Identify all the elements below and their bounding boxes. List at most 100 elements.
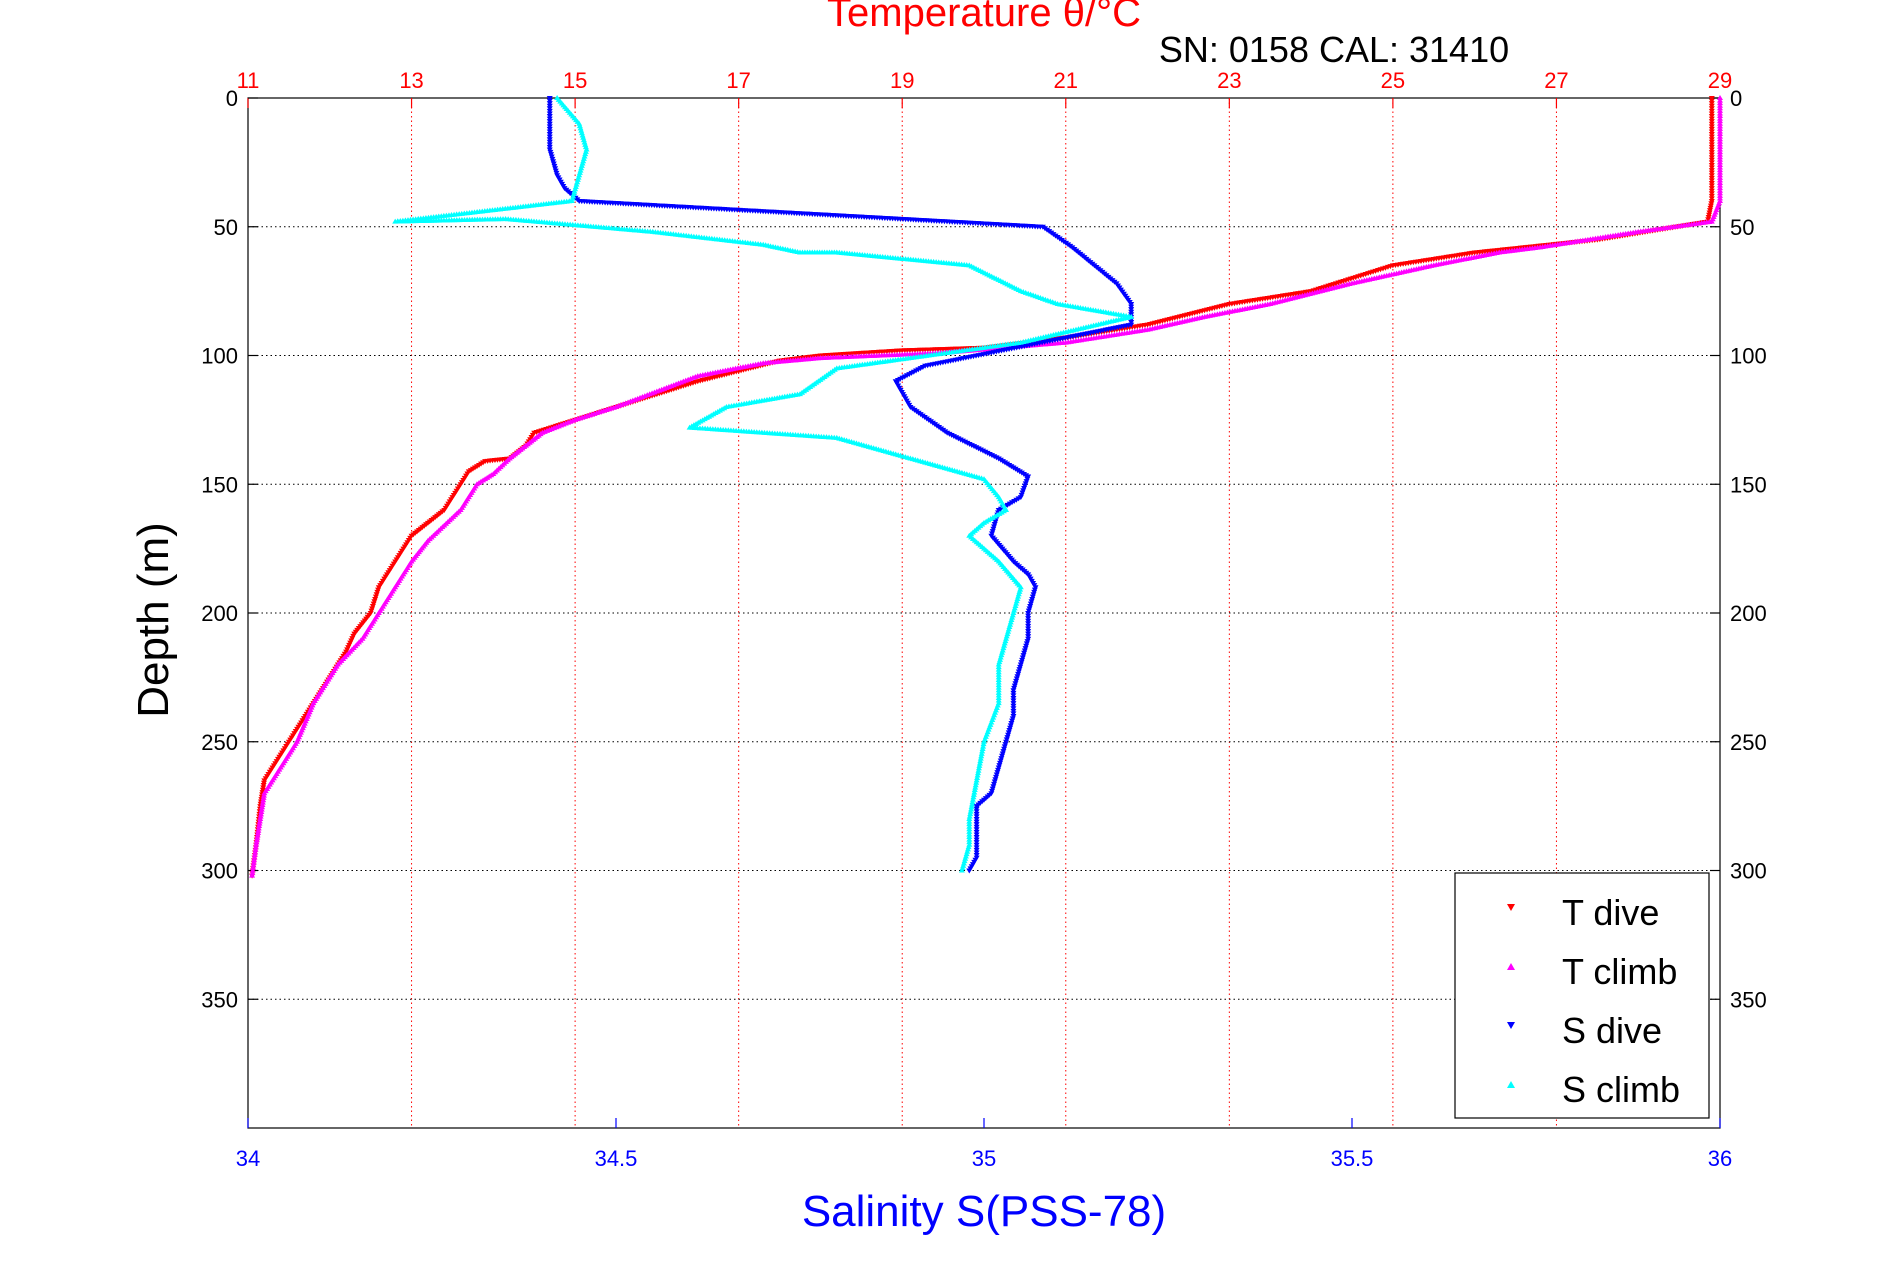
point-t-climb (1717, 164, 1723, 170)
point-t-climb (1717, 95, 1723, 100)
point-t-dive (1708, 152, 1715, 158)
point-t-dive (1708, 162, 1715, 168)
point-s-climb (978, 750, 985, 756)
point-t-dive (1708, 119, 1715, 125)
point-t-climb (251, 857, 258, 863)
point-s-dive (546, 98, 553, 104)
point-s-climb (958, 867, 965, 873)
point-s-climb (995, 664, 1002, 670)
salinity-tick-label-35: 35 (972, 1146, 996, 1171)
point-s-dive (973, 837, 980, 843)
point-s-dive (973, 850, 980, 856)
point-t-climb (1717, 185, 1723, 191)
point-t-climb (252, 844, 259, 850)
depth-tick-label-right-0: 0 (1730, 86, 1742, 111)
point-t-climb (250, 862, 257, 868)
point-t-climb (1717, 133, 1723, 139)
point-t-climb (1717, 118, 1723, 124)
legend-marker-t-dive (1507, 904, 1515, 911)
point-t-dive (1708, 150, 1715, 156)
point-t-climb (257, 813, 264, 819)
point-t-climb (1717, 187, 1723, 193)
point-t-climb (1717, 107, 1723, 113)
point-t-climb (252, 846, 259, 852)
point-s-dive (546, 114, 553, 120)
point-t-climb (1717, 149, 1723, 155)
point-s-dive (973, 811, 980, 817)
point-s-dive (1025, 618, 1032, 624)
point-s-dive (546, 106, 553, 112)
point-s-dive (1025, 613, 1032, 619)
point-t-climb (261, 790, 268, 796)
point-s-dive (546, 119, 553, 125)
point-s-dive (973, 817, 980, 822)
point-t-climb (1717, 128, 1723, 134)
point-s-dive (1025, 616, 1032, 622)
point-t-dive (1708, 103, 1715, 109)
point-s-dive (546, 132, 553, 138)
point-t-dive (1708, 124, 1715, 130)
point-t-climb (256, 820, 263, 826)
point-t-dive (1708, 175, 1715, 181)
legend-label-s-dive: S dive (1562, 1010, 1662, 1051)
point-t-climb (255, 830, 262, 836)
point-t-climb (1717, 146, 1723, 152)
point-s-dive (546, 124, 553, 130)
point-s-dive (546, 142, 553, 148)
point-t-dive (1708, 126, 1715, 132)
point-s-climb (976, 760, 983, 766)
point-s-climb (995, 669, 1002, 675)
point-t-dive (1708, 101, 1715, 107)
point-t-climb (252, 849, 259, 855)
temperature-tick-label-11: 11 (237, 68, 260, 93)
point-s-dive (1010, 690, 1017, 696)
point-s-dive (546, 96, 553, 101)
legend-label-t-climb: T climb (1562, 951, 1677, 992)
salinity-tick-label-35-5: 35.5 (1331, 1146, 1374, 1171)
point-t-climb (1717, 120, 1723, 126)
point-s-dive (546, 121, 553, 127)
point-t-dive (1708, 160, 1715, 166)
point-t-climb (1717, 113, 1723, 119)
point-s-climb (968, 806, 975, 812)
point-s-dive (973, 847, 980, 853)
salinity-tick-label-34-5: 34.5 (595, 1146, 638, 1171)
temperature-tick-label-29: 29 (1708, 68, 1732, 93)
point-t-climb (249, 870, 256, 876)
point-s-climb (995, 674, 1002, 680)
point-s-climb (995, 679, 1002, 685)
salinity-tick-label-34: 34 (236, 1146, 260, 1171)
point-s-dive (546, 126, 553, 132)
point-t-climb (259, 799, 266, 805)
point-s-climb (966, 826, 973, 832)
point-t-climb (251, 854, 258, 860)
point-s-climb (973, 779, 980, 785)
point-s-climb (966, 818, 973, 824)
point-s-dive (546, 129, 553, 135)
point-s-climb (971, 787, 978, 793)
axis-ticks: 11 13 15 17 19 21 23 25 27 29 34 34.5 35 35.5 36 0 0 50 50… (201, 68, 1766, 1171)
point-t-climb (260, 794, 267, 800)
point-s-dive (1128, 304, 1135, 310)
depth-tick-label-left-50: 50 (214, 215, 238, 240)
point-t-climb (1717, 97, 1723, 103)
point-s-climb (966, 831, 973, 837)
point-s-climb (978, 753, 985, 759)
point-t-climb (1717, 123, 1723, 129)
point-t-dive (1708, 111, 1715, 117)
temperature-tick-label-15: 15 (563, 68, 587, 93)
point-t-climb (1717, 110, 1723, 116)
point-t-dive (1708, 134, 1715, 140)
temperature-tick-label-21: 21 (1054, 68, 1078, 93)
temperature-tick-label-25: 25 (1381, 68, 1405, 93)
depth-tick-label-right-250: 250 (1730, 730, 1767, 755)
point-s-climb (975, 765, 982, 771)
point-s-dive (1010, 703, 1017, 709)
depth-axis-title: Depth (m) (129, 522, 178, 718)
point-s-climb (966, 836, 973, 842)
point-s-dive (546, 111, 553, 117)
depth-tick-label-left-200: 200 (201, 601, 238, 626)
point-s-climb (966, 821, 973, 827)
point-t-climb (1717, 161, 1723, 167)
